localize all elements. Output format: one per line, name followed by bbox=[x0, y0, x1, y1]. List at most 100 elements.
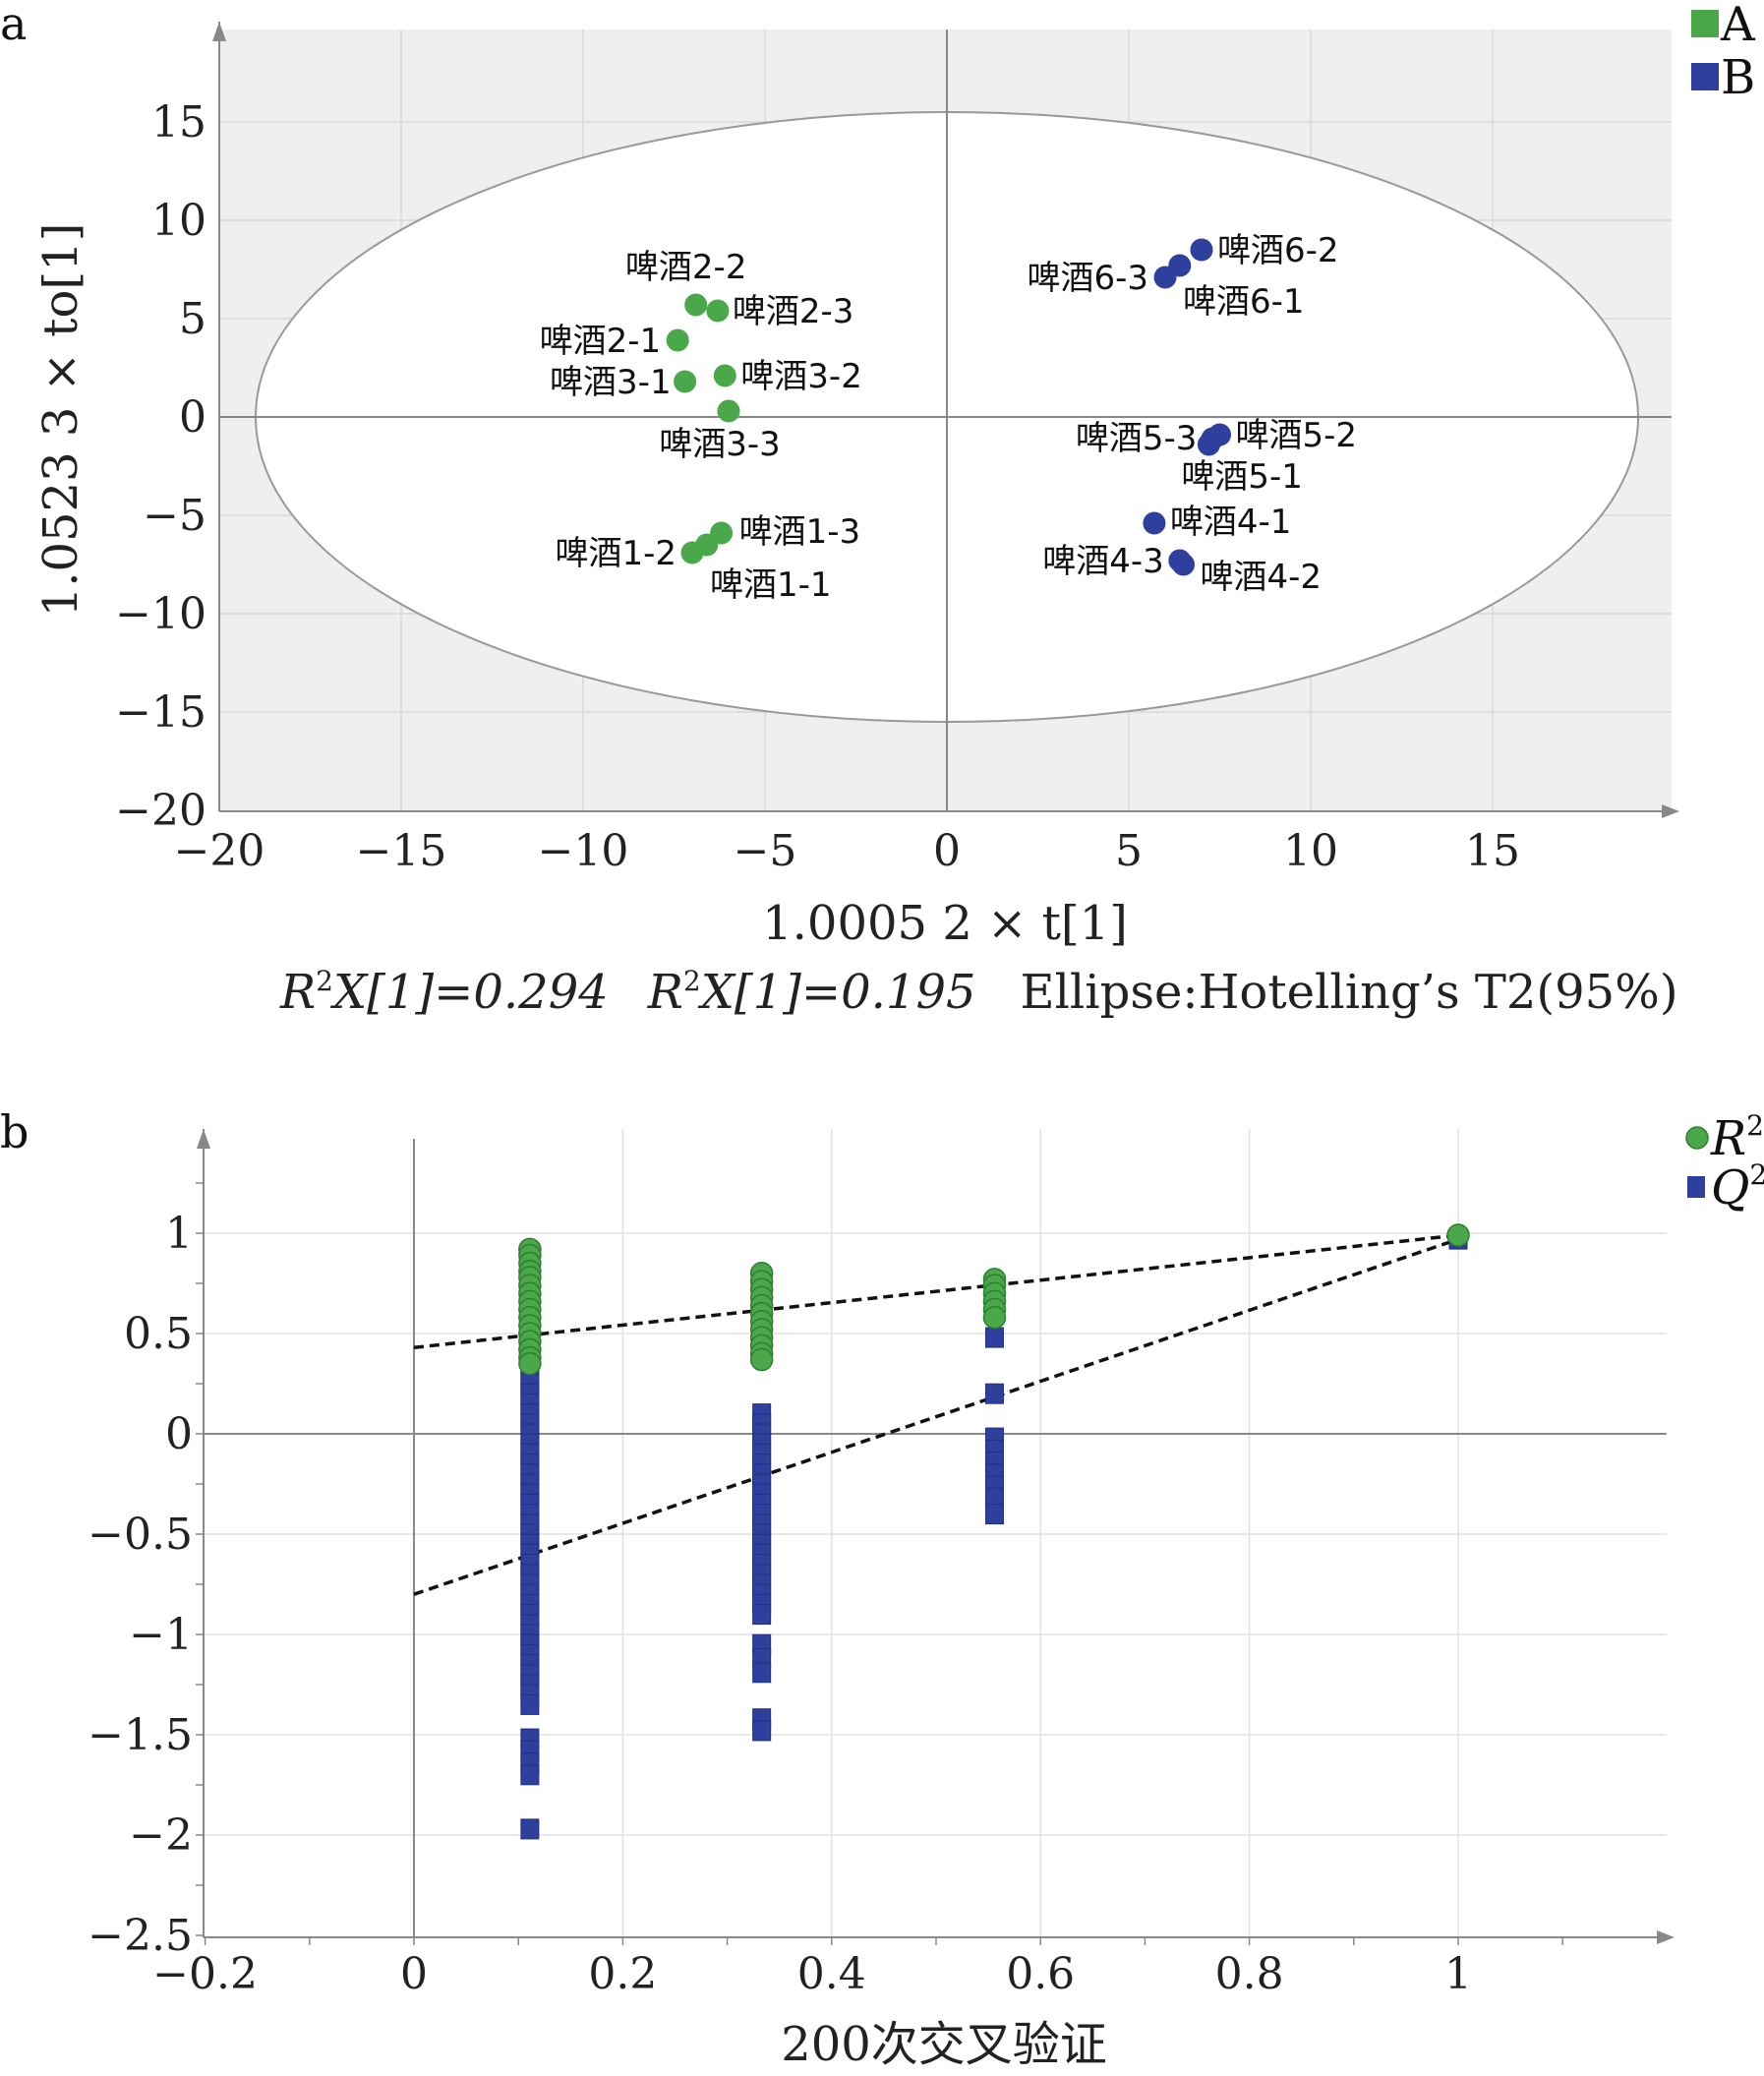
score-point bbox=[695, 533, 719, 557]
point-label: 啤酒6-2 bbox=[1217, 231, 1339, 270]
point-label: 啤酒5-1 bbox=[1181, 457, 1303, 497]
x-tick-label: 1 bbox=[1444, 1949, 1472, 1999]
r2x-2-symbol: R bbox=[647, 965, 683, 1020]
y-tick-label: 5 bbox=[179, 294, 206, 344]
plot-a-points bbox=[666, 238, 1231, 576]
point-label: 啤酒6-3 bbox=[1027, 259, 1148, 298]
point-label: 啤酒2-3 bbox=[733, 292, 854, 331]
legend-label: A bbox=[1720, 0, 1756, 52]
y-tick-label: 0 bbox=[179, 392, 206, 443]
y-tick-label: 0.5 bbox=[124, 1309, 193, 1359]
y-tick-label: −10 bbox=[115, 589, 206, 639]
point-label: 啤酒3-1 bbox=[550, 363, 672, 402]
r2-point bbox=[518, 1351, 542, 1376]
legend-label: Q2 bbox=[1711, 1158, 1764, 1216]
y-axis-arrow bbox=[212, 22, 226, 41]
point-label: 啤酒3-3 bbox=[659, 425, 781, 464]
y-tick-label: −2 bbox=[129, 1810, 193, 1861]
point-label: 啤酒2-1 bbox=[540, 322, 662, 361]
ellipse-note: Ellipse:Hotelling’s T2(95%) bbox=[1021, 965, 1678, 1020]
x-tick-label: 0 bbox=[933, 826, 961, 876]
legend-marker bbox=[1691, 63, 1719, 90]
x-axis-title-a: 1.0005 2 × t[1] bbox=[762, 896, 1128, 951]
x-tick-label: 0.6 bbox=[1006, 1949, 1075, 1999]
y-tick-label: −5 bbox=[143, 491, 206, 541]
q2-point bbox=[520, 1693, 540, 1715]
q2-point bbox=[984, 1504, 1004, 1525]
score-point bbox=[1168, 254, 1192, 277]
legend-superscript: 2 bbox=[1749, 1158, 1764, 1191]
x-tick-label: 5 bbox=[1115, 826, 1143, 876]
plot-b-points bbox=[518, 1223, 1470, 1840]
x-tick-label: −20 bbox=[174, 826, 265, 876]
point-label: 啤酒4-2 bbox=[1201, 558, 1323, 597]
y-tick-label: 15 bbox=[151, 97, 206, 148]
plot-a-axes bbox=[212, 22, 1679, 818]
q2-point bbox=[984, 1327, 1004, 1348]
score-point bbox=[713, 364, 736, 387]
x-tick-label: 15 bbox=[1465, 826, 1520, 876]
legend-symbol: R bbox=[1710, 1111, 1746, 1166]
x-tick-label: −10 bbox=[538, 826, 629, 876]
score-point bbox=[666, 328, 689, 352]
point-label: 啤酒3-2 bbox=[740, 357, 862, 396]
x-tick-label: 0.8 bbox=[1215, 1949, 1284, 1999]
legend-label: B bbox=[1721, 50, 1755, 105]
q2-point bbox=[752, 1604, 772, 1626]
y-tick-label: −2.5 bbox=[88, 1911, 193, 1961]
x-tick-label: 0.2 bbox=[588, 1949, 657, 1999]
score-point bbox=[717, 399, 740, 423]
point-label: 啤酒4-3 bbox=[1042, 542, 1164, 581]
y-tick-label: 1 bbox=[165, 1209, 193, 1259]
r2-point bbox=[749, 1347, 774, 1372]
x-tick-label: −15 bbox=[356, 826, 447, 876]
plot-b-regression-lines bbox=[413, 1233, 1459, 1596]
point-label: 啤酒6-1 bbox=[1183, 282, 1305, 322]
q2-point bbox=[984, 1383, 1004, 1404]
panel-a-label: a bbox=[0, 0, 27, 50]
r2x-2-superscript: 2 bbox=[683, 965, 701, 997]
r2x-2-value: X[1]=0.195 bbox=[697, 965, 976, 1020]
point-label: 啤酒1-3 bbox=[739, 512, 861, 552]
point-label: 啤酒4-1 bbox=[1170, 503, 1292, 542]
q2-point bbox=[520, 1764, 540, 1786]
score-point bbox=[674, 370, 697, 393]
x-axis-arrow bbox=[1662, 804, 1679, 818]
r2x-1-superscript: 2 bbox=[316, 965, 333, 997]
x-tick-label: −5 bbox=[734, 826, 797, 876]
legend-marker bbox=[1685, 1126, 1709, 1150]
score-point bbox=[684, 293, 708, 317]
x-tick-label: 0 bbox=[400, 1949, 428, 1999]
y-tick-label: −20 bbox=[115, 786, 206, 836]
y-tick-label: 0 bbox=[165, 1409, 193, 1459]
point-label: 啤酒1-1 bbox=[710, 565, 832, 605]
q2-point bbox=[752, 1662, 772, 1684]
r2-point bbox=[982, 1305, 1007, 1330]
y-tick-label: −1 bbox=[129, 1610, 193, 1660]
y-axis-title-a: 1.0523 3 × to[1] bbox=[33, 223, 88, 618]
q2-point bbox=[520, 1818, 540, 1840]
point-label: 啤酒5-3 bbox=[1076, 419, 1198, 458]
plot-a-legend: AB bbox=[1691, 0, 1756, 105]
legend-marker bbox=[1691, 10, 1719, 37]
point-label: 啤酒1-2 bbox=[555, 534, 676, 573]
panel-b-label: b bbox=[0, 1105, 29, 1158]
y-tick-label: −15 bbox=[115, 687, 206, 738]
r2x-1-value: X[1]=0.294 bbox=[329, 965, 609, 1020]
regression-line bbox=[413, 1233, 1459, 1350]
plot-b-axes bbox=[196, 1129, 1675, 1945]
legend-label: R2 bbox=[1710, 1109, 1764, 1166]
model-statistics-footnote: R2X[1]=0.294 R2X[1]=0.195 Ellipse:Hotellin… bbox=[279, 965, 1678, 1020]
legend-superscript: 2 bbox=[1746, 1109, 1764, 1142]
score-point bbox=[1172, 553, 1195, 576]
permutation-test-plot: b −0.2 0 0.2 0.4 0.6 0.8 1 1 0.5 0 −0.5 −1 −1.5 −2 −2.… bbox=[0, 1105, 1764, 2072]
plot-b-grid bbox=[204, 1129, 1667, 1937]
legend-symbol: Q bbox=[1711, 1160, 1749, 1216]
score-point bbox=[1190, 238, 1213, 262]
point-label: 啤酒5-2 bbox=[1236, 416, 1358, 455]
x-axis-title-b: 200次交叉验证 bbox=[781, 2017, 1107, 2072]
x-tick-label: −0.2 bbox=[152, 1949, 258, 1999]
